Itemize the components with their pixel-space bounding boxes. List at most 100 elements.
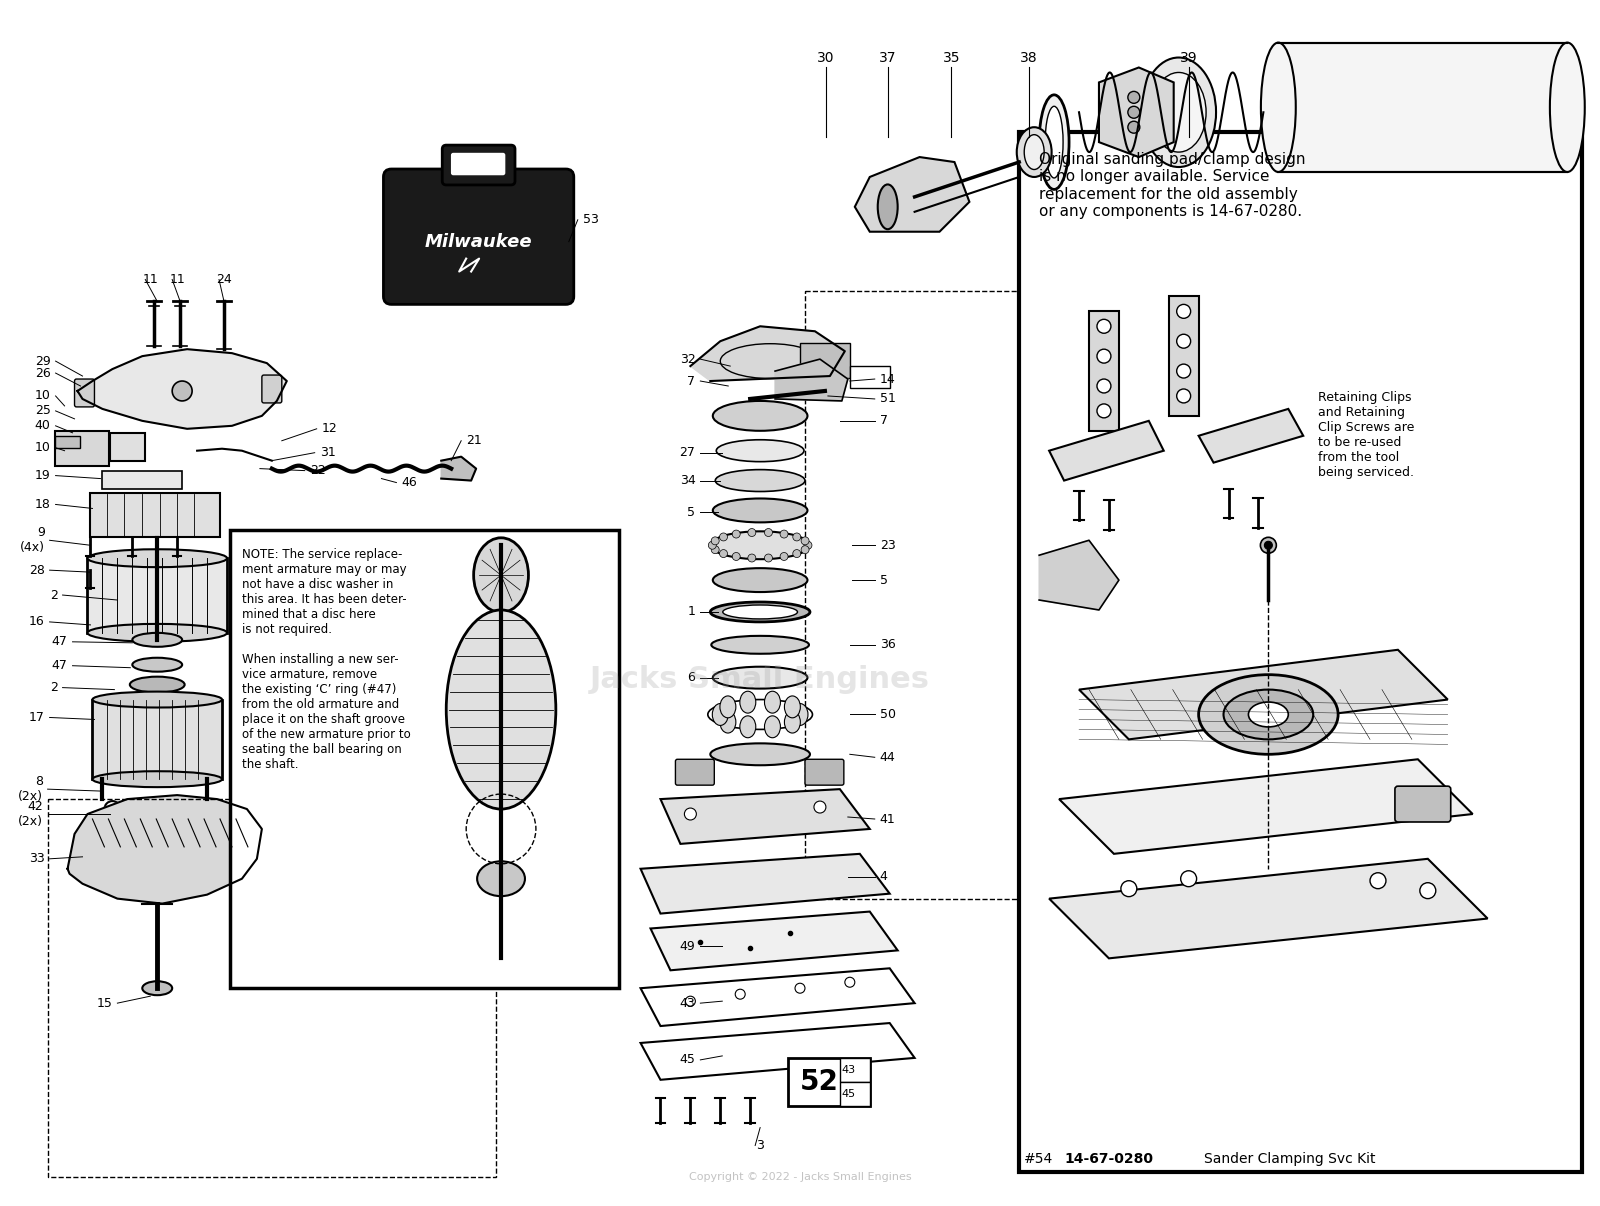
Circle shape — [1261, 538, 1277, 554]
Text: 32: 32 — [680, 352, 696, 365]
Text: 36: 36 — [880, 638, 896, 651]
Text: 2: 2 — [50, 681, 58, 695]
Text: Sander Clamping Svc Kit: Sander Clamping Svc Kit — [1203, 1153, 1374, 1166]
Text: 51: 51 — [880, 392, 896, 405]
Text: 50: 50 — [880, 708, 896, 721]
Ellipse shape — [1224, 690, 1314, 739]
Bar — [102, 470, 182, 488]
Ellipse shape — [710, 602, 810, 622]
Text: 23: 23 — [880, 539, 896, 552]
Ellipse shape — [93, 691, 222, 708]
Text: 34: 34 — [680, 474, 696, 487]
Bar — [1168, 297, 1198, 416]
Text: 7: 7 — [688, 375, 696, 387]
Text: 43: 43 — [680, 996, 696, 1009]
Text: 44: 44 — [880, 751, 896, 763]
Text: NOTE: The service replace-
ment armature may or may
not have a disc washer in
th: NOTE: The service replace- ment armature… — [242, 549, 411, 772]
Circle shape — [781, 531, 789, 538]
Ellipse shape — [720, 712, 736, 733]
Polygon shape — [1078, 650, 1448, 739]
Text: 53: 53 — [582, 213, 598, 227]
Text: 14-67-0280: 14-67-0280 — [1064, 1153, 1154, 1166]
Ellipse shape — [739, 691, 755, 713]
Circle shape — [1098, 350, 1110, 363]
Ellipse shape — [712, 636, 810, 654]
Circle shape — [814, 801, 826, 813]
Text: 47: 47 — [51, 660, 67, 672]
Circle shape — [1176, 364, 1190, 377]
Polygon shape — [67, 795, 262, 903]
Ellipse shape — [792, 703, 808, 726]
Circle shape — [736, 989, 746, 999]
Text: 18: 18 — [35, 498, 51, 511]
Text: 42
(2x): 42 (2x) — [18, 800, 43, 829]
Ellipse shape — [1016, 127, 1051, 177]
Circle shape — [1419, 883, 1435, 898]
Polygon shape — [690, 327, 845, 381]
Circle shape — [173, 381, 192, 400]
Text: 43: 43 — [842, 1065, 856, 1075]
FancyBboxPatch shape — [805, 760, 843, 785]
Bar — [840, 1058, 870, 1082]
Circle shape — [1176, 390, 1190, 403]
Ellipse shape — [765, 691, 781, 713]
Ellipse shape — [1038, 95, 1069, 189]
Circle shape — [1098, 379, 1110, 393]
Ellipse shape — [1198, 674, 1338, 754]
Bar — [840, 1082, 870, 1106]
Circle shape — [795, 983, 805, 994]
Ellipse shape — [1261, 42, 1296, 172]
Circle shape — [179, 801, 195, 816]
Text: Milwaukee: Milwaukee — [426, 233, 533, 251]
Text: 52: 52 — [800, 1067, 838, 1096]
Text: 16: 16 — [29, 615, 45, 628]
Text: 4: 4 — [880, 871, 888, 883]
FancyBboxPatch shape — [262, 375, 282, 403]
FancyBboxPatch shape — [442, 145, 515, 185]
Text: 39: 39 — [1179, 51, 1197, 65]
Bar — [91, 492, 221, 538]
Circle shape — [747, 528, 755, 537]
Text: 33: 33 — [29, 853, 45, 866]
FancyBboxPatch shape — [1395, 786, 1451, 822]
Ellipse shape — [130, 677, 184, 692]
Circle shape — [765, 528, 773, 537]
Circle shape — [712, 537, 718, 545]
Ellipse shape — [714, 498, 808, 522]
Bar — [54, 431, 109, 466]
Circle shape — [1181, 871, 1197, 886]
Text: 7: 7 — [880, 415, 888, 427]
FancyBboxPatch shape — [450, 152, 506, 176]
Bar — [800, 344, 850, 377]
Circle shape — [792, 550, 800, 557]
Bar — [1090, 311, 1118, 431]
Polygon shape — [640, 854, 890, 914]
Ellipse shape — [1045, 106, 1062, 178]
Text: Jacks Small Engines: Jacks Small Engines — [590, 666, 930, 695]
Text: 30: 30 — [818, 51, 835, 65]
Text: 45: 45 — [680, 1053, 696, 1066]
Polygon shape — [661, 789, 870, 844]
Bar — [850, 367, 890, 388]
Circle shape — [802, 545, 810, 554]
Circle shape — [1370, 873, 1386, 889]
Bar — [789, 1058, 870, 1106]
Circle shape — [1098, 320, 1110, 333]
Text: 31: 31 — [320, 446, 336, 459]
Circle shape — [733, 552, 741, 561]
Text: 41: 41 — [880, 813, 896, 825]
Ellipse shape — [715, 469, 805, 492]
Circle shape — [1128, 122, 1139, 133]
Text: 22: 22 — [310, 464, 325, 478]
Ellipse shape — [142, 982, 173, 995]
Ellipse shape — [88, 549, 227, 567]
Polygon shape — [651, 912, 898, 971]
Text: 10: 10 — [35, 441, 51, 455]
Circle shape — [765, 554, 773, 562]
Polygon shape — [77, 350, 286, 429]
Ellipse shape — [784, 696, 800, 718]
Text: 46: 46 — [402, 476, 418, 490]
Ellipse shape — [717, 440, 803, 462]
Text: 6: 6 — [688, 672, 696, 684]
Text: 12: 12 — [322, 422, 338, 435]
